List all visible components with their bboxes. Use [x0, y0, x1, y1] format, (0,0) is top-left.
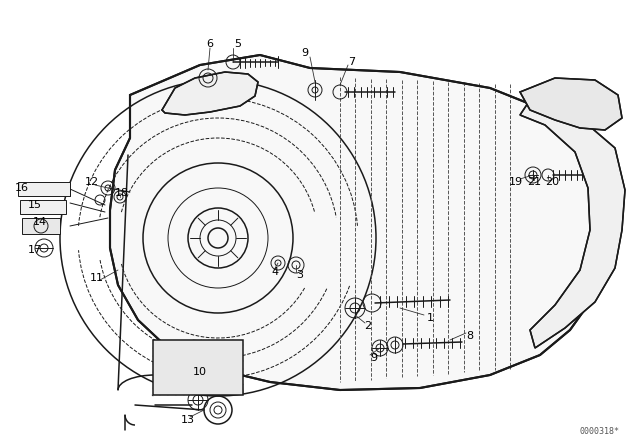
Polygon shape — [520, 78, 622, 130]
Text: 14: 14 — [33, 217, 47, 227]
Text: 6: 6 — [207, 39, 214, 49]
Text: 12: 12 — [85, 177, 99, 187]
Text: 10: 10 — [193, 367, 207, 377]
Text: 9: 9 — [371, 353, 378, 363]
Text: 16: 16 — [15, 183, 29, 193]
Polygon shape — [110, 55, 615, 390]
Text: 1: 1 — [426, 313, 433, 323]
FancyBboxPatch shape — [153, 340, 243, 395]
Text: 3: 3 — [296, 270, 303, 280]
Text: 20: 20 — [545, 177, 559, 187]
Polygon shape — [520, 100, 625, 348]
Text: 5: 5 — [234, 39, 241, 49]
FancyBboxPatch shape — [22, 218, 60, 234]
Text: 15: 15 — [28, 200, 42, 210]
Text: 0000318*: 0000318* — [580, 427, 620, 436]
Text: 8: 8 — [467, 331, 474, 341]
Text: 19: 19 — [509, 177, 523, 187]
Text: 2: 2 — [364, 321, 372, 331]
Text: 4: 4 — [271, 267, 278, 277]
Polygon shape — [162, 72, 258, 115]
Text: 7: 7 — [348, 57, 356, 67]
FancyBboxPatch shape — [18, 182, 70, 196]
Text: 13: 13 — [181, 415, 195, 425]
Text: 9: 9 — [301, 48, 308, 58]
Text: 17: 17 — [28, 245, 42, 255]
Text: 11: 11 — [90, 273, 104, 283]
Text: 21: 21 — [527, 177, 541, 187]
Text: 18: 18 — [115, 188, 129, 198]
FancyBboxPatch shape — [20, 200, 66, 214]
